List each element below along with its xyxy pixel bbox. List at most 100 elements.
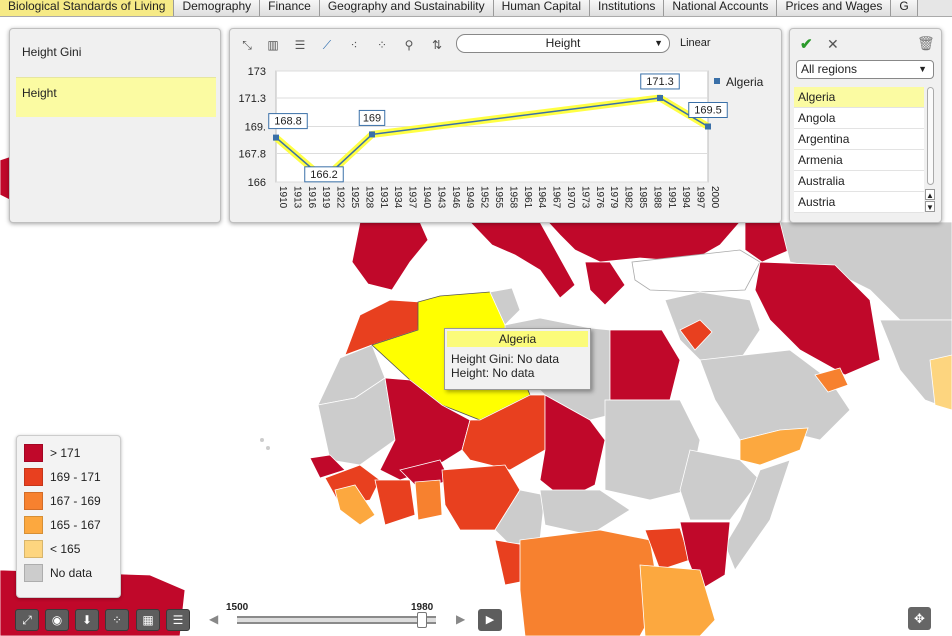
timeline-slider[interactable] xyxy=(237,616,436,624)
map-island-1[interactable] xyxy=(260,438,264,442)
x-tick-label: 2000 xyxy=(709,186,720,209)
map-country-iran[interactable] xyxy=(754,261,881,376)
tooltip-line-gini: Height Gini: No data xyxy=(451,352,560,366)
line-chart[interactable]: 173 171.3 169. 167.8 166 1910 1913 1916 1919 1922… xyxy=(230,29,783,224)
map-country-greece[interactable] xyxy=(584,261,626,306)
prev-year-icon[interactable]: ◀ xyxy=(209,612,219,626)
map-country-congo[interactable] xyxy=(519,529,661,636)
tab-5[interactable]: Institutions xyxy=(590,0,665,16)
map-country-kenya[interactable] xyxy=(679,521,731,591)
x-tick-label: 1958 xyxy=(507,186,518,209)
x-tick-label: 1961 xyxy=(522,186,533,209)
timeline-slider-thumb[interactable] xyxy=(416,612,427,628)
next-year-icon[interactable]: ▶ xyxy=(456,612,466,626)
region-scrollbar[interactable]: ▲ ▼ xyxy=(925,87,935,213)
legend-row: > 171 xyxy=(24,444,80,462)
tab-1[interactable]: Demography xyxy=(174,0,261,16)
map-country-egypt[interactable] xyxy=(609,329,681,401)
map-country-jordan[interactable] xyxy=(679,319,713,351)
download-icon[interactable]: ⬇ xyxy=(75,609,99,631)
chart-legend: Algeria xyxy=(714,75,763,89)
sort-icon[interactable]: ⇅ xyxy=(431,38,443,52)
map-country-tanzania[interactable] xyxy=(639,564,716,636)
map-country-balkans[interactable] xyxy=(547,221,741,263)
map-country-uae[interactable] xyxy=(814,367,849,393)
trash-icon[interactable]: 🗑 xyxy=(917,35,935,51)
scroll-down-icon[interactable]: ▼ xyxy=(925,201,935,212)
close-icon[interactable]: ✕ xyxy=(827,36,839,52)
play-icon[interactable]: ▶ xyxy=(478,609,502,631)
tab-7[interactable]: Prices and Wages xyxy=(777,0,892,16)
legend-swatch xyxy=(24,492,43,510)
legend-swatch xyxy=(24,540,43,558)
x-tick-label: 1982 xyxy=(623,186,634,209)
indicator-dropdown[interactable]: Height ▼ xyxy=(456,34,670,53)
tab-6[interactable]: National Accounts xyxy=(664,0,778,16)
map-country-italy[interactable] xyxy=(469,221,576,299)
region-item[interactable]: Austria xyxy=(794,192,924,213)
legend-label: Algeria xyxy=(726,75,764,89)
region-item[interactable]: Angola xyxy=(794,108,924,129)
zoom-icon[interactable]: ✥ xyxy=(908,607,931,630)
map-country-ethiopia[interactable] xyxy=(679,449,761,521)
region-filter-dropdown[interactable]: All regions ▼ xyxy=(796,60,934,79)
data-point xyxy=(657,94,663,101)
data-label-box xyxy=(304,166,344,183)
map-country-sudan[interactable] xyxy=(604,399,701,501)
scatter-line-icon[interactable]: ⤡ xyxy=(242,38,252,52)
scroll-up-icon[interactable]: ▲ xyxy=(925,189,935,200)
horizontal-bar-icon[interactable]: ☰ xyxy=(294,38,306,52)
indicator-item-height[interactable]: Height xyxy=(16,77,216,117)
map-country-saudi[interactable] xyxy=(699,349,851,441)
region-filter-value: All regions xyxy=(801,62,858,76)
data-label: 166.2 xyxy=(310,169,338,181)
tab-3[interactable]: Geography and Sustainability xyxy=(319,0,494,16)
region-item[interactable]: Australia xyxy=(794,171,924,192)
x-tick-label: 1910 xyxy=(277,186,288,209)
x-tick-label: 1976 xyxy=(594,186,605,209)
indicator-item-height-gini[interactable]: Height Gini xyxy=(22,45,82,59)
map-country-turkey[interactable] xyxy=(631,249,761,293)
region-item[interactable]: Argentina xyxy=(794,129,924,150)
scale-toggle[interactable]: Linear xyxy=(680,37,711,49)
legend-label: 167 - 169 xyxy=(50,494,101,508)
bar-chart-icon[interactable]: ▥ xyxy=(267,38,279,52)
map-country-senegal[interactable] xyxy=(309,454,346,479)
data-label-box xyxy=(268,113,308,130)
x-tick-label: 1934 xyxy=(392,186,403,209)
map-country-somalia[interactable] xyxy=(724,459,791,571)
scrollbar-track[interactable] xyxy=(927,87,934,185)
map-country-ghana[interactable] xyxy=(414,479,443,521)
region-item[interactable]: Algeria xyxy=(794,87,924,108)
line-chart-icon[interactable]: ⟋ xyxy=(322,38,332,52)
dot-plot-icon[interactable]: ⁖ xyxy=(350,38,358,52)
y-tick-label: 166 xyxy=(248,177,266,189)
map-country-sierra-leone[interactable] xyxy=(334,484,376,526)
map-canvas[interactable] xyxy=(0,17,952,636)
map-country-ivory-coast[interactable] xyxy=(374,479,416,526)
bubble-icon[interactable]: ⁘ xyxy=(105,609,129,631)
region-item[interactable]: Armenia xyxy=(794,150,924,171)
legend-label: 165 - 167 xyxy=(50,518,101,532)
tooltip-line-height: Height: No data xyxy=(451,366,535,380)
map-country-mali[interactable] xyxy=(379,377,471,481)
tab-4[interactable]: Human Capital xyxy=(493,0,590,16)
tab-2[interactable]: Finance xyxy=(260,0,320,16)
map-country-car[interactable] xyxy=(539,489,631,536)
map-country-tunisia[interactable] xyxy=(489,287,521,326)
eye-icon[interactable]: ◉ xyxy=(45,609,69,631)
map-country-europe-south[interactable] xyxy=(351,221,429,291)
map-country-sri-region[interactable] xyxy=(929,354,952,411)
legend-toggle-icon[interactable]: ☰ xyxy=(166,609,190,631)
magnifier-icon[interactable]: ⚲ xyxy=(404,38,414,52)
tab-0[interactable]: Biological Standards of Living xyxy=(0,0,175,16)
map-island-2[interactable] xyxy=(266,446,270,450)
fullscreen-icon[interactable]: ⤢ xyxy=(15,609,39,631)
scatter-plot-icon[interactable]: ⁘ xyxy=(376,38,388,52)
chevron-down-icon: ▼ xyxy=(918,64,927,74)
table-icon[interactable]: ▦ xyxy=(136,609,160,631)
check-icon[interactable]: ✔ xyxy=(800,36,813,53)
map-country-levant[interactable] xyxy=(664,291,761,361)
legend-label: 169 - 171 xyxy=(50,470,101,484)
tab-8[interactable]: G xyxy=(891,0,918,16)
